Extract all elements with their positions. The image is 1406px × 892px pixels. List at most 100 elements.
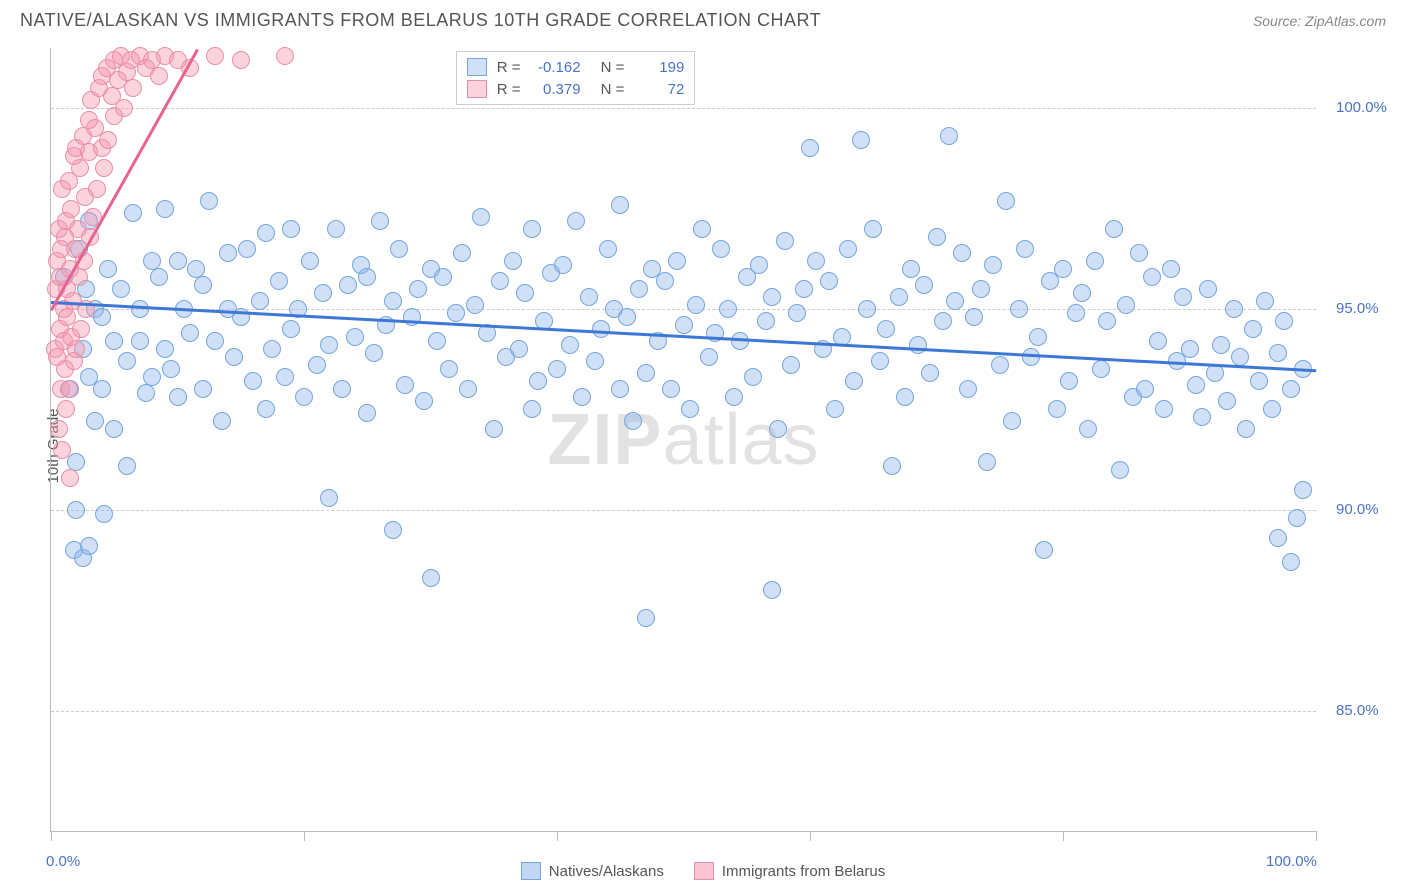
legend-label: Natives/Alaskans bbox=[549, 863, 664, 880]
scatter-point bbox=[1256, 292, 1274, 310]
scatter-point bbox=[548, 360, 566, 378]
scatter-point bbox=[124, 204, 142, 222]
scatter-point bbox=[485, 420, 503, 438]
scatter-point bbox=[902, 260, 920, 278]
scatter-point bbox=[599, 240, 617, 258]
scatter-point bbox=[61, 469, 79, 487]
scatter-point bbox=[72, 320, 90, 338]
stat-label-n: N = bbox=[601, 81, 625, 98]
scatter-point bbox=[984, 256, 1002, 274]
scatter-point bbox=[434, 268, 452, 286]
series-swatch bbox=[467, 80, 487, 98]
scatter-point bbox=[1174, 288, 1192, 306]
gridline-h bbox=[51, 510, 1316, 511]
scatter-point bbox=[662, 380, 680, 398]
scatter-point bbox=[1143, 268, 1161, 286]
scatter-point bbox=[1263, 400, 1281, 418]
scatter-point bbox=[624, 412, 642, 430]
scatter-point bbox=[105, 420, 123, 438]
scatter-point bbox=[1288, 509, 1306, 527]
scatter-point bbox=[934, 312, 952, 330]
scatter-point bbox=[112, 280, 130, 298]
scatter-point bbox=[1054, 260, 1072, 278]
scatter-point bbox=[124, 79, 142, 97]
scatter-point bbox=[67, 501, 85, 519]
scatter-point bbox=[1162, 260, 1180, 278]
scatter-point bbox=[1073, 284, 1091, 302]
scatter-point bbox=[459, 380, 477, 398]
scatter-point bbox=[561, 336, 579, 354]
scatter-point bbox=[1269, 344, 1287, 362]
scatter-point bbox=[1244, 320, 1262, 338]
scatter-point bbox=[1231, 348, 1249, 366]
scatter-point bbox=[516, 284, 534, 302]
legend: Natives/Alaskans Immigrants from Belarus bbox=[0, 862, 1406, 880]
scatter-point bbox=[1282, 380, 1300, 398]
legend-item: Immigrants from Belarus bbox=[694, 862, 885, 880]
stat-value-r: 0.379 bbox=[531, 81, 581, 98]
scatter-point bbox=[978, 453, 996, 471]
scatter-point bbox=[1105, 220, 1123, 238]
scatter-point bbox=[105, 332, 123, 350]
scatter-point bbox=[466, 296, 484, 314]
scatter-point bbox=[339, 276, 357, 294]
scatter-point bbox=[700, 348, 718, 366]
scatter-point bbox=[194, 380, 212, 398]
scatter-point bbox=[453, 244, 471, 262]
legend-swatch bbox=[694, 862, 714, 880]
scatter-point bbox=[282, 220, 300, 238]
scatter-point bbox=[580, 288, 598, 306]
scatter-point bbox=[93, 308, 111, 326]
scatter-point bbox=[820, 272, 838, 290]
stat-row: R =-0.162N =199 bbox=[467, 56, 685, 78]
scatter-point bbox=[118, 457, 136, 475]
scatter-point bbox=[206, 47, 224, 65]
y-tick-label: 95.0% bbox=[1336, 300, 1379, 317]
x-tick bbox=[557, 831, 558, 841]
scatter-point bbox=[896, 388, 914, 406]
scatter-point bbox=[864, 220, 882, 238]
stat-label-r: R = bbox=[497, 59, 521, 76]
scatter-point bbox=[225, 348, 243, 366]
scatter-point bbox=[637, 609, 655, 627]
scatter-point bbox=[1016, 240, 1034, 258]
scatter-point bbox=[567, 212, 585, 230]
scatter-point bbox=[1060, 372, 1078, 390]
scatter-point bbox=[301, 252, 319, 270]
scatter-point bbox=[276, 47, 294, 65]
scatter-point bbox=[586, 352, 604, 370]
scatter-point bbox=[276, 368, 294, 386]
scatter-point bbox=[1181, 340, 1199, 358]
scatter-point bbox=[972, 280, 990, 298]
scatter-point bbox=[1022, 348, 1040, 366]
scatter-point bbox=[776, 232, 794, 250]
scatter-point bbox=[365, 344, 383, 362]
scatter-point bbox=[194, 276, 212, 294]
scatter-point bbox=[523, 400, 541, 418]
scatter-point bbox=[358, 404, 376, 422]
scatter-point bbox=[750, 256, 768, 274]
scatter-point bbox=[137, 384, 155, 402]
x-tick bbox=[1063, 831, 1064, 841]
stat-value-r: -0.162 bbox=[531, 59, 581, 76]
scatter-point bbox=[883, 457, 901, 475]
scatter-point bbox=[86, 412, 104, 430]
scatter-point bbox=[871, 352, 889, 370]
scatter-point bbox=[1079, 420, 1097, 438]
scatter-point bbox=[795, 280, 813, 298]
scatter-point bbox=[93, 380, 111, 398]
scatter-point bbox=[668, 252, 686, 270]
scatter-point bbox=[67, 340, 85, 358]
scatter-point bbox=[1086, 252, 1104, 270]
scatter-point bbox=[959, 380, 977, 398]
y-tick-label: 100.0% bbox=[1336, 99, 1387, 116]
x-tick bbox=[810, 831, 811, 841]
chart-header: NATIVE/ALASKAN VS IMMIGRANTS FROM BELARU… bbox=[0, 0, 1406, 35]
scatter-point bbox=[1136, 380, 1154, 398]
scatter-point bbox=[99, 131, 117, 149]
scatter-point bbox=[200, 192, 218, 210]
scatter-point bbox=[181, 324, 199, 342]
scatter-point bbox=[687, 296, 705, 314]
scatter-point bbox=[852, 131, 870, 149]
scatter-point bbox=[1003, 412, 1021, 430]
